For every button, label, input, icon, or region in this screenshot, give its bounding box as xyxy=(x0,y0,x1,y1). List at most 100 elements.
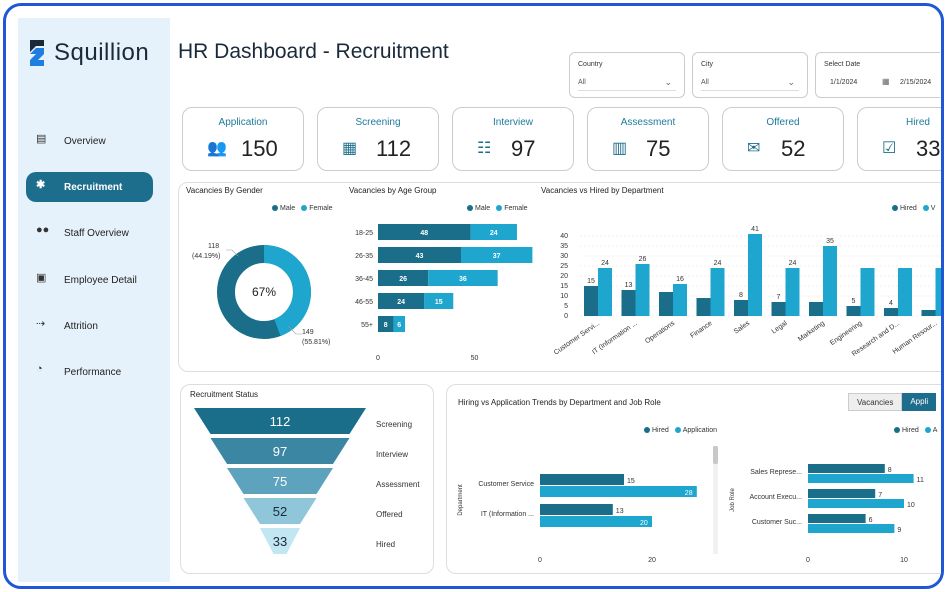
city-filter[interactable]: City All ⌄ xyxy=(692,52,808,98)
chevron-down-icon: ⌄ xyxy=(787,77,795,87)
nav-item-label: Recruitment xyxy=(64,181,123,193)
kpi-label: Offered xyxy=(766,117,800,128)
brand-logo: Squillion xyxy=(26,38,149,68)
kpi-card-offered: Offered ✉ 52 xyxy=(722,107,844,171)
city-value: All xyxy=(701,79,709,86)
dept-bar-vacancies xyxy=(598,268,612,316)
trends-dept-label: Customer Service xyxy=(478,481,534,488)
clipboard-icon: ▥ xyxy=(612,140,628,157)
nav-item-overview[interactable]: ▤ Overview xyxy=(26,126,153,156)
trends-role-tick: 0 xyxy=(806,557,810,564)
donut-center-label: 67% xyxy=(252,285,276,299)
end-date-input[interactable]: 2/15/2024 xyxy=(900,79,932,86)
calendar-icon[interactable]: ▦ xyxy=(882,77,890,86)
funnel-stage-value: 97 xyxy=(273,444,287,459)
nav-item-performance[interactable]: ◔ Performance xyxy=(26,357,153,387)
country-select[interactable]: All ⌄ xyxy=(578,75,676,91)
dept-y-tick: 40 xyxy=(560,233,568,240)
trends-role-hired-value: 8 xyxy=(888,467,892,474)
age-bar-female xyxy=(424,293,454,309)
age-female-value: 37 xyxy=(493,253,501,260)
performance-icon: ◔ xyxy=(36,363,43,375)
date-filter[interactable]: Select Date 1/1/2024 ▦ 2/15/2024 xyxy=(815,52,940,98)
dept-bar-vacancies xyxy=(860,268,875,316)
age-category-label: 36-45 xyxy=(355,276,373,283)
age-female-value: 15 xyxy=(435,299,443,306)
start-date-input[interactable]: 1/1/2024 xyxy=(830,79,858,86)
nav-item-label: Employee Detail xyxy=(64,274,137,286)
nav-item-recruitment[interactable]: ✱ Recruitment xyxy=(26,172,153,202)
kpi-label: Application xyxy=(218,117,268,128)
dept-y-tick: 10 xyxy=(560,293,568,300)
people-icon: 👥 xyxy=(207,140,227,157)
age-male-value: 26 xyxy=(399,276,407,283)
trends-toggle[interactable]: Vacancies Appli xyxy=(848,393,937,411)
brand-name: Squillion xyxy=(54,39,150,66)
dept-category-label: Marketing xyxy=(797,320,826,343)
age-male-value: 24 xyxy=(397,299,405,306)
attrition-icon: ⇢ xyxy=(36,318,46,330)
nav-item-label: Staff Overview xyxy=(64,227,129,239)
age-bar-male xyxy=(378,270,429,286)
nav-item-employee-detail[interactable]: ▣ Employee Detail xyxy=(26,265,153,295)
nav-item-attrition[interactable]: ⇢ Attrition xyxy=(26,311,153,341)
vacancies-toggle-button[interactable]: Vacancies xyxy=(848,393,903,411)
squillion-logo-icon xyxy=(30,40,44,66)
trends-role-app-bar xyxy=(808,524,895,533)
screening-icon: ▦ xyxy=(342,140,358,157)
trends-role-app-value: 10 xyxy=(907,502,915,509)
dept-hired-value: 8 xyxy=(739,292,743,299)
country-filter[interactable]: Country All ⌄ xyxy=(569,52,685,98)
female-value-label: 149 xyxy=(302,329,314,336)
kpi-card-interview: Interview ☷ 97 xyxy=(452,107,574,171)
dept-y-tick: 30 xyxy=(560,253,568,260)
dept-vac-value: 16 xyxy=(676,276,684,283)
age-bar-male xyxy=(378,247,461,263)
nav-item-staff-overview[interactable]: ●● Staff Overview xyxy=(26,218,153,248)
legend-female: Female xyxy=(496,205,528,212)
scrollbar-thumb[interactable] xyxy=(713,446,718,464)
kpi-value: 33 xyxy=(916,136,941,161)
city-select[interactable]: All ⌄ xyxy=(701,75,799,91)
staff-icon: ●● xyxy=(36,224,50,236)
female-pct-label: (55.81%) xyxy=(302,339,330,346)
funnel-stage xyxy=(243,498,317,524)
trends-dept-axis-title: Department xyxy=(458,484,464,516)
kpi-card-screening: Screening ▦ 112 xyxy=(317,107,439,171)
applications-toggle-button[interactable]: Appli xyxy=(902,393,937,411)
male-value-label: 118 xyxy=(208,243,219,250)
dept-y-tick: 35 xyxy=(560,243,568,250)
funnel-stage-value: 112 xyxy=(270,414,291,429)
donut-leader-line xyxy=(226,249,239,257)
country-filter-label: Country xyxy=(578,61,603,68)
dept-bar-hired xyxy=(884,308,898,316)
trends-dept-app-bar xyxy=(540,516,652,527)
dept-vac-value: 24 xyxy=(601,260,609,267)
trends-dept-tick: 0 xyxy=(538,557,542,564)
age-category-label: 46-55 xyxy=(355,299,373,306)
dept-hired-value: 5 xyxy=(852,298,856,305)
dept-hired-value: 13 xyxy=(625,282,633,289)
dept-bar-vacancies xyxy=(673,284,687,316)
dept-bar-hired xyxy=(771,302,786,316)
date-filter-label: Select Date xyxy=(824,61,861,68)
age-bar-female xyxy=(393,316,406,332)
trends-scrollbar[interactable] xyxy=(713,446,718,554)
sidebar: Squillion ▤ Overview ✱ Recruitment ●● Staff O… xyxy=(18,18,170,582)
age-axis-tick: 0 xyxy=(376,355,380,362)
dept-vac-value: 26 xyxy=(639,256,647,263)
trends-dept-tick: 20 xyxy=(648,557,656,564)
chevron-down-icon: ⌄ xyxy=(664,77,672,87)
dept-bar-vacancies xyxy=(710,268,725,316)
interview-icon: ☷ xyxy=(477,140,492,157)
kpi-value: 97 xyxy=(511,136,536,161)
kpi-label: Hired xyxy=(906,117,930,128)
nav-item-label: Performance xyxy=(64,366,122,378)
age-bar-chart: 18-25 48 24 26-35 43 37 36-45 26 36 46-55 24 15 55+ 8… xyxy=(355,224,533,362)
dept-bar-vacancies xyxy=(935,268,941,316)
dept-y-tick: 25 xyxy=(560,263,568,270)
funnel-stage-label: Hired xyxy=(376,540,395,549)
age-female-value: 24 xyxy=(490,230,498,237)
trends-dept-legend: Hired Application xyxy=(644,427,717,434)
